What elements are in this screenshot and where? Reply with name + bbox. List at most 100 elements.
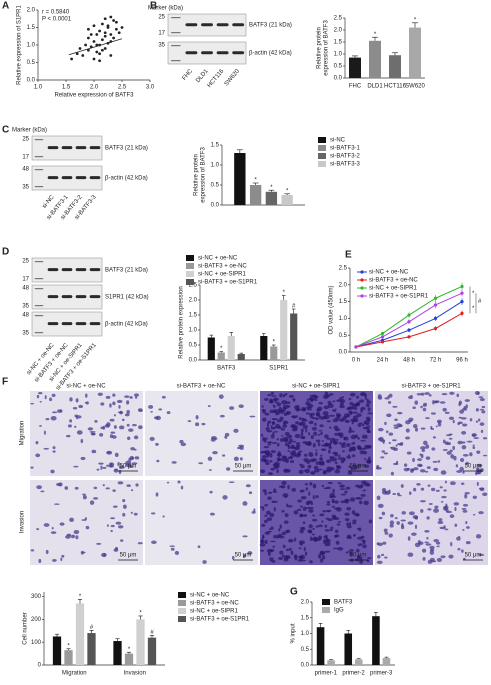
cell — [309, 481, 313, 486]
cell — [339, 396, 343, 402]
cell — [377, 554, 381, 559]
cell — [304, 507, 311, 509]
cell — [293, 537, 297, 542]
cell — [118, 469, 122, 475]
cell — [462, 471, 465, 474]
cell — [269, 398, 274, 404]
cell — [117, 462, 120, 467]
cell — [294, 433, 301, 439]
cell — [219, 414, 225, 418]
cell — [309, 412, 315, 416]
legend-label: si-BATF3-2 — [330, 154, 361, 160]
cell — [352, 522, 357, 525]
cell — [472, 446, 476, 450]
legend-label: si-BATF3-3 — [330, 162, 361, 168]
cell — [382, 541, 387, 545]
cell — [377, 542, 383, 547]
cell — [131, 462, 138, 465]
ladder-band — [171, 32, 181, 34]
point — [433, 326, 438, 331]
cell — [334, 408, 337, 411]
cell — [462, 510, 468, 513]
cell — [389, 520, 395, 525]
lane-label: DLD1 — [195, 68, 210, 84]
cell — [271, 395, 277, 397]
cell — [357, 436, 360, 440]
cell — [351, 454, 356, 458]
cell — [321, 520, 324, 523]
cell — [420, 446, 426, 450]
cell — [93, 486, 98, 490]
bar — [409, 27, 421, 79]
blot-band — [185, 51, 198, 55]
cell — [328, 449, 331, 454]
cell — [472, 444, 475, 447]
significance: * — [79, 594, 82, 600]
cell — [113, 425, 117, 429]
cell — [122, 504, 127, 509]
cell — [328, 446, 332, 449]
y-tick-label: 2.0 — [334, 28, 343, 34]
cell — [327, 510, 330, 513]
cell — [315, 495, 319, 499]
x-tick-label: BATF3 — [217, 366, 236, 372]
cell — [448, 554, 454, 559]
cell — [376, 495, 381, 501]
cell — [126, 409, 130, 415]
cell — [346, 536, 353, 540]
micrograph — [145, 480, 258, 565]
cell — [319, 457, 323, 460]
cell — [312, 527, 315, 530]
cell — [347, 550, 350, 553]
cell — [273, 534, 277, 539]
cell — [320, 558, 324, 563]
cell — [452, 445, 456, 450]
cell — [348, 429, 351, 434]
cell — [305, 401, 311, 406]
cell — [317, 442, 321, 447]
point — [380, 335, 385, 339]
cell — [271, 418, 277, 421]
cell — [297, 559, 303, 562]
cell — [245, 484, 251, 488]
cell — [477, 418, 481, 422]
cell — [154, 416, 159, 420]
cell — [155, 492, 159, 497]
cell — [339, 405, 346, 409]
bar — [369, 40, 381, 78]
cell — [337, 547, 344, 551]
cell — [477, 463, 483, 468]
cell — [89, 500, 95, 505]
cell — [326, 420, 332, 423]
marker-size: 25 — [22, 259, 29, 265]
cell — [317, 554, 322, 559]
cell — [400, 484, 404, 488]
cell — [442, 407, 447, 412]
cell — [427, 508, 432, 511]
cell — [306, 406, 312, 410]
cell — [352, 519, 357, 523]
cell — [435, 489, 440, 492]
cell — [427, 484, 431, 487]
panel-label: A — [2, 1, 9, 12]
cell — [111, 435, 117, 439]
cell — [74, 425, 77, 428]
cell — [300, 496, 307, 500]
cell — [323, 394, 329, 399]
cell — [333, 425, 339, 430]
bar — [52, 636, 62, 665]
cell — [267, 496, 272, 501]
point — [101, 22, 104, 26]
cell — [426, 466, 431, 469]
legend-swatch — [318, 145, 326, 151]
cell — [343, 413, 350, 418]
cell — [60, 557, 63, 561]
cell — [110, 529, 113, 533]
ladder-band — [34, 261, 44, 263]
cell — [359, 543, 363, 546]
point — [103, 31, 107, 35]
cell — [259, 506, 265, 509]
lane-label: HCT116 — [207, 68, 226, 89]
x-tick-label: FHC — [349, 84, 362, 90]
cell — [461, 430, 467, 435]
